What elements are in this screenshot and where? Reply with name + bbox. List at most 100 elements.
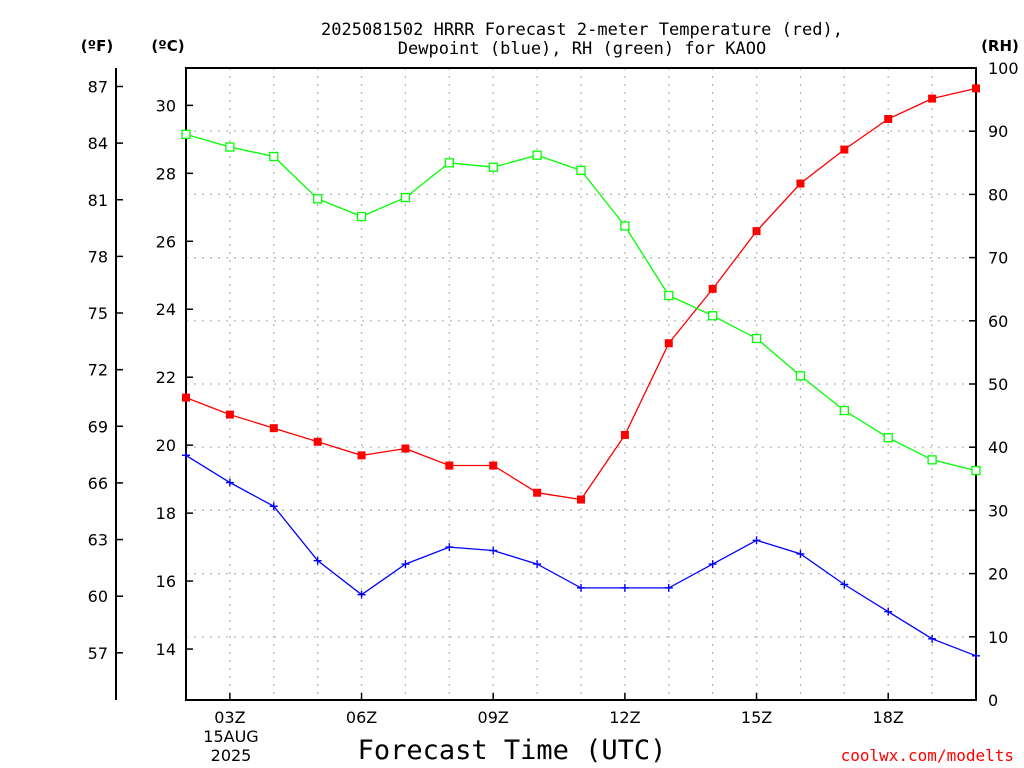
temperature-point xyxy=(401,444,410,453)
x-tick-label: 12Z xyxy=(609,708,640,727)
rh-point xyxy=(839,405,849,416)
dewpoint-point xyxy=(840,580,849,589)
rh-tick-label: 0 xyxy=(988,691,998,710)
temperature-point xyxy=(972,84,980,93)
rh-point xyxy=(751,333,762,344)
temperature-point xyxy=(182,393,190,402)
dewpoint-point xyxy=(401,560,410,569)
temperature-point xyxy=(313,437,322,446)
rh-unit-label: (RH) xyxy=(981,37,1019,55)
dewpoint-point xyxy=(313,556,322,565)
fahrenheit-tick-label: 63 xyxy=(88,531,108,550)
rh-point xyxy=(356,211,367,222)
celsius-unit-label: (ºC) xyxy=(151,37,184,55)
rh-point xyxy=(225,142,235,152)
chart-title-line1: 2025081502 HRRR Forecast 2-meter Tempera… xyxy=(321,20,843,40)
rh-point xyxy=(400,192,411,203)
dewpoint-point xyxy=(708,560,717,569)
date-label-year: 2025 xyxy=(211,746,252,765)
rh-tick-label: 30 xyxy=(988,501,1008,520)
x-tick-label: 03Z xyxy=(214,708,245,727)
celsius-tick-label: 30 xyxy=(156,96,176,115)
chart-title-line2: Dewpoint (blue), RH (green) for KAOO xyxy=(398,39,766,59)
temperature-point xyxy=(928,94,937,103)
rh-tick-label: 60 xyxy=(988,312,1008,331)
fahrenheit-tick-label: 66 xyxy=(88,474,108,493)
temperature-point xyxy=(533,488,542,497)
dewpoint-point xyxy=(972,651,980,660)
temperature-point xyxy=(620,430,629,439)
rh-tick-label: 100 xyxy=(988,59,1019,78)
celsius-tick-label: 14 xyxy=(156,640,176,659)
rh-tick-label: 10 xyxy=(988,628,1008,647)
temperature-point xyxy=(269,424,278,433)
celsius-tick-label: 22 xyxy=(156,368,176,387)
dewpoint-point xyxy=(752,536,761,545)
dewpoint-point xyxy=(182,451,190,460)
temperature-point xyxy=(225,410,234,419)
date-label-day: 15AUG xyxy=(203,727,258,746)
temperature-point xyxy=(884,114,893,123)
celsius-tick-label: 20 xyxy=(156,436,176,455)
rh-tick-label: 80 xyxy=(988,185,1008,204)
celsius-tick-label: 18 xyxy=(156,504,176,523)
rh-tick-label: 20 xyxy=(988,565,1008,584)
rh-point xyxy=(313,194,323,204)
fahrenheit-tick-label: 75 xyxy=(88,304,108,323)
rh-point xyxy=(488,162,498,172)
rh-point xyxy=(444,158,454,168)
rh-tick-label: 70 xyxy=(988,249,1008,268)
temperature-point xyxy=(840,145,849,154)
temperature-point xyxy=(752,227,761,236)
x-tick-label: 18Z xyxy=(873,708,904,727)
dewpoint-point xyxy=(445,543,454,552)
temperature-point xyxy=(664,339,673,348)
rh-point xyxy=(883,433,893,443)
dewpoint-point xyxy=(533,560,542,569)
rh-point xyxy=(576,165,586,176)
rh-point xyxy=(971,465,981,476)
x-axis-title: Forecast Time (UTC) xyxy=(358,735,667,766)
fahrenheit-tick-label: 87 xyxy=(88,77,108,96)
rh-point xyxy=(708,311,718,321)
celsius-tick-label: 28 xyxy=(156,164,176,183)
fahrenheit-tick-label: 78 xyxy=(88,247,108,266)
fahrenheit-unit-label: (ºF) xyxy=(81,37,113,55)
rh-point xyxy=(181,129,191,140)
series-lines xyxy=(181,84,981,660)
rh-point xyxy=(927,455,937,465)
rh-tick-label: 40 xyxy=(988,438,1008,457)
dewpoint-point xyxy=(664,583,673,592)
rh-point xyxy=(620,221,630,231)
fahrenheit-tick-label: 84 xyxy=(88,134,108,153)
dewpoint-point xyxy=(620,583,629,592)
fahrenheit-tick-label: 69 xyxy=(88,417,108,436)
temperature-point xyxy=(796,179,805,188)
fahrenheit-tick-label: 81 xyxy=(88,191,108,210)
rh-point xyxy=(664,290,674,301)
x-tick-label: 15Z xyxy=(741,708,772,727)
credit-text: coolwx.com/modelts xyxy=(841,746,1014,765)
dewpoint-point xyxy=(884,607,893,616)
grid xyxy=(186,68,976,700)
celsius-tick-label: 24 xyxy=(156,300,176,319)
temperature-point xyxy=(489,461,498,470)
temperature-point xyxy=(577,495,585,504)
dewpoint-point xyxy=(269,502,278,511)
fahrenheit-tick-label: 72 xyxy=(88,361,108,380)
temperature-point xyxy=(357,451,366,460)
x-tick-label: 06Z xyxy=(346,708,377,727)
temperature-point xyxy=(445,461,454,470)
rh-point xyxy=(532,150,542,160)
rh-tick-label: 90 xyxy=(988,122,1008,141)
dewpoint-point xyxy=(357,590,366,599)
rh-tick-label: 50 xyxy=(988,375,1008,394)
temperature-point xyxy=(708,284,717,293)
axes: 57 60 63 66 69 72 75 78 81 84 87 14 16 18 20 22 24 26 28 30… xyxy=(88,59,1019,727)
fahrenheit-tick-label: 60 xyxy=(88,587,108,606)
dewpoint-point xyxy=(577,583,585,592)
rh-point xyxy=(795,371,806,381)
dewpoint-point xyxy=(225,478,234,487)
rh-point xyxy=(269,151,279,162)
